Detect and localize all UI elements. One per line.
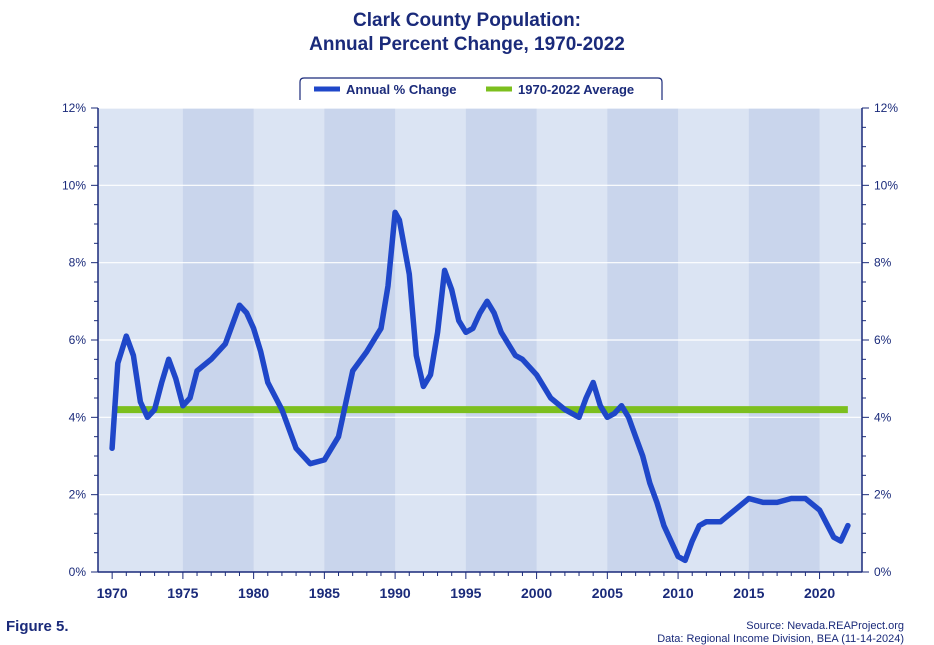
x-tick-label: 1995 bbox=[450, 585, 481, 601]
y-tick-label-right: 10% bbox=[874, 178, 898, 192]
data-note: Data: Regional Income Division, BEA (11-… bbox=[657, 633, 904, 645]
y-tick-label-right: 8% bbox=[874, 256, 892, 270]
x-tick-label: 1975 bbox=[167, 585, 198, 601]
y-tick-label-left: 4% bbox=[69, 410, 87, 424]
y-tick-label-left: 2% bbox=[69, 488, 87, 502]
legend: Annual % Change 1970-2022 Average bbox=[299, 77, 663, 100]
y-tick-label-left: 0% bbox=[69, 565, 87, 579]
chart-title-line-1: Clark County Population: bbox=[353, 10, 581, 31]
y-tick-label-right: 4% bbox=[874, 410, 892, 424]
series-line-annual-change bbox=[109, 209, 851, 564]
x-tick-label: 2000 bbox=[521, 585, 552, 601]
legend-label-average: 1970-2022 Average bbox=[518, 82, 634, 97]
chart-title-line-2: Annual Percent Change, 1970-2022 bbox=[309, 34, 625, 55]
y-tick-label-right: 0% bbox=[874, 565, 892, 579]
source-note: Source: Nevada.REAProject.org bbox=[746, 620, 904, 632]
legend-label-annual: Annual % Change bbox=[346, 82, 457, 97]
figure-label: Figure 5. bbox=[6, 618, 69, 635]
y-tick-label-left: 6% bbox=[69, 333, 87, 347]
legend-box bbox=[299, 77, 663, 100]
y-tick-label-left: 12% bbox=[62, 101, 86, 115]
x-tick-label: 1980 bbox=[238, 585, 269, 601]
x-tick-label: 2020 bbox=[804, 585, 835, 601]
x-tick-label: 2005 bbox=[592, 585, 623, 601]
x-tick-label: 2015 bbox=[733, 585, 764, 601]
x-tick-label: 1985 bbox=[309, 585, 340, 601]
x-tick-label: 2010 bbox=[662, 585, 693, 601]
x-tick-label: 1970 bbox=[97, 585, 128, 601]
y-tick-label-right: 12% bbox=[874, 101, 898, 115]
x-tick-label: 1990 bbox=[380, 585, 411, 601]
y-tick-label-left: 10% bbox=[62, 178, 86, 192]
y-tick-label-left: 8% bbox=[69, 256, 87, 270]
y-tick-label-right: 6% bbox=[874, 333, 892, 347]
y-tick-label-right: 2% bbox=[874, 488, 892, 502]
